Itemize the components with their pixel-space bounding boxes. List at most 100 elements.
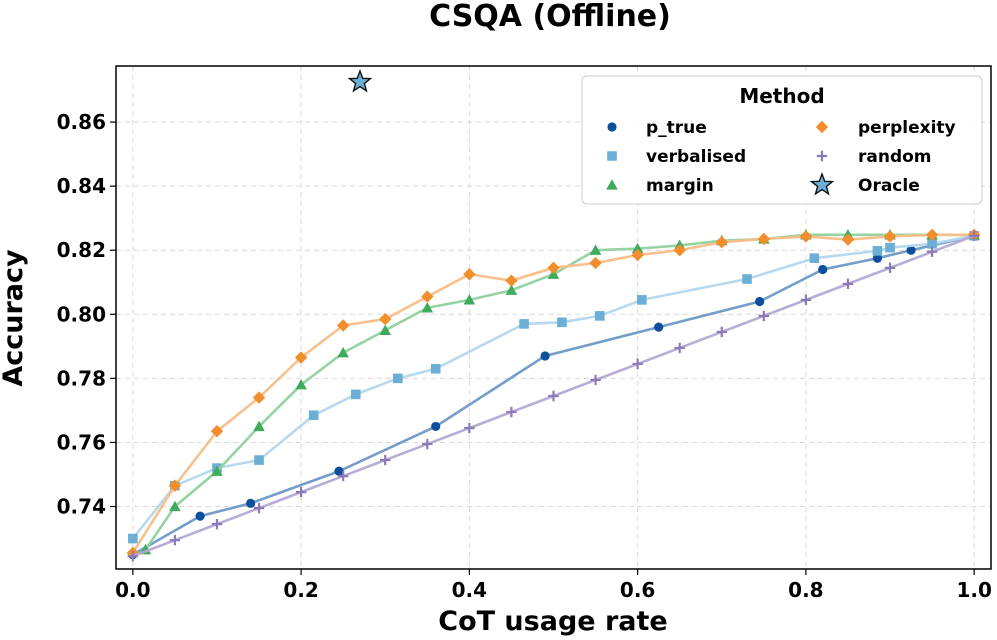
legend-label-margin: margin bbox=[646, 176, 714, 196]
data-point-perplexity bbox=[631, 248, 644, 262]
data-point-margin bbox=[337, 346, 349, 358]
axis-ticks: 0.0 0.2 0.4 0.6 0.8 1.0 0.74 0.76 0.78 0.80 0.82 0.… bbox=[57, 110, 992, 602]
data-point-oracle bbox=[347, 69, 373, 93]
data-point-perplexity bbox=[252, 391, 266, 404]
data-point-perplexity bbox=[841, 233, 855, 246]
data-point-p-true bbox=[334, 466, 344, 476]
data-point-margin bbox=[631, 242, 644, 254]
y-tick-label: 0.86 bbox=[57, 110, 106, 134]
legend-box bbox=[581, 75, 983, 205]
data-point-random bbox=[590, 374, 601, 386]
legend-label-random: random bbox=[858, 147, 932, 167]
data-point-random bbox=[380, 454, 391, 466]
data-point-random bbox=[842, 278, 854, 290]
data-point-verbalised bbox=[430, 363, 441, 374]
x-tick-label: 0.6 bbox=[620, 578, 655, 602]
data-point-random bbox=[464, 422, 475, 434]
data-point-margin bbox=[211, 465, 223, 476]
data-point-random bbox=[674, 342, 685, 354]
data-point-verbalised bbox=[393, 373, 403, 384]
data-point-random bbox=[211, 518, 223, 530]
y-tick-label: 0.76 bbox=[57, 430, 106, 454]
legend-marker-perplexity bbox=[815, 120, 829, 134]
data-point-random bbox=[422, 438, 433, 450]
data-point-verbalised bbox=[809, 253, 820, 264]
data-point-perplexity bbox=[799, 230, 813, 243]
data-point-perplexity bbox=[505, 274, 518, 287]
data-point-perplexity bbox=[336, 319, 350, 332]
legend-entries: p_true perplexity verbalised random margin Or… bbox=[606, 118, 956, 196]
legend-label-oracle: Oracle bbox=[858, 176, 920, 196]
data-point-perplexity bbox=[463, 268, 476, 281]
data-point-random bbox=[169, 534, 181, 546]
series-layer bbox=[126, 69, 981, 562]
y-axis-label: Accuracy bbox=[0, 249, 29, 387]
data-point-random bbox=[295, 486, 307, 498]
data-point-verbalised bbox=[885, 242, 895, 253]
data-point-verbalised bbox=[594, 311, 605, 321]
data-point-perplexity bbox=[547, 261, 560, 275]
data-point-margin bbox=[421, 302, 434, 313]
data-point-random bbox=[548, 390, 559, 402]
data-point-verbalised bbox=[872, 246, 883, 256]
legend-marker-margin bbox=[606, 179, 618, 190]
data-point-perplexity bbox=[168, 479, 182, 492]
legend-entry-random: random bbox=[816, 147, 932, 167]
data-point-perplexity bbox=[379, 312, 392, 326]
data-point-p-true bbox=[906, 245, 916, 255]
legend-entry-oracle: Oracle bbox=[809, 171, 920, 196]
data-point-perplexity bbox=[925, 228, 939, 242]
legend-label-p-true: p_true bbox=[646, 118, 707, 138]
data-point-random bbox=[758, 310, 770, 322]
data-point-perplexity bbox=[757, 232, 771, 246]
x-tick-label: 0.4 bbox=[452, 578, 487, 602]
data-point-verbalised bbox=[350, 389, 361, 400]
legend-marker-oracle bbox=[809, 171, 835, 196]
y-tick-label: 0.78 bbox=[57, 366, 106, 390]
legend-entry-verbalised: verbalised bbox=[607, 147, 746, 167]
plot-frame bbox=[115, 65, 992, 570]
y-tick-label: 0.82 bbox=[57, 238, 106, 262]
data-point-random bbox=[127, 550, 139, 562]
y-tick-label: 0.80 bbox=[57, 302, 106, 326]
data-point-perplexity bbox=[673, 244, 686, 257]
data-point-perplexity bbox=[294, 351, 308, 364]
data-point-p-true bbox=[195, 511, 205, 521]
legend-entry-p-true: p_true bbox=[607, 118, 707, 138]
data-point-random bbox=[884, 262, 896, 274]
data-point-perplexity bbox=[589, 256, 602, 270]
legend-entry-perplexity: perplexity bbox=[815, 118, 956, 138]
series-perplexity bbox=[126, 228, 981, 560]
legend-label-verbalised: verbalised bbox=[646, 147, 746, 167]
data-point-margin bbox=[379, 324, 392, 335]
y-tick-label: 0.74 bbox=[57, 495, 106, 519]
legend-entry-margin: margin bbox=[606, 176, 714, 196]
data-point-verbalised bbox=[254, 455, 264, 465]
chart-title: CSQA (Offline) bbox=[429, 0, 671, 34]
data-point-verbalised bbox=[637, 295, 647, 305]
data-point-p-true bbox=[872, 253, 883, 263]
data-point-verbalised bbox=[557, 317, 567, 328]
series-line-p-true bbox=[132, 234, 975, 556]
legend-title: Method bbox=[739, 84, 824, 108]
data-point-verbalised bbox=[308, 410, 319, 421]
data-point-margin bbox=[463, 294, 476, 305]
data-point-random bbox=[926, 246, 938, 258]
series-random bbox=[127, 230, 980, 562]
data-point-perplexity bbox=[210, 425, 224, 438]
x-axis-label: CoT usage rate bbox=[438, 606, 668, 637]
y-tick-label: 0.84 bbox=[57, 174, 106, 198]
series-p-true bbox=[128, 231, 979, 560]
data-point-p-true bbox=[431, 421, 441, 432]
data-point-p-true bbox=[755, 296, 765, 307]
data-point-verbalised bbox=[742, 274, 752, 284]
legend-marker-verbalised bbox=[607, 151, 617, 161]
data-point-verbalised bbox=[927, 239, 937, 249]
data-point-random bbox=[632, 358, 643, 370]
data-point-p-true bbox=[818, 264, 828, 275]
data-point-margin bbox=[295, 378, 307, 390]
data-point-random bbox=[506, 406, 517, 418]
data-point-perplexity bbox=[883, 230, 897, 243]
data-point-margin bbox=[169, 500, 181, 512]
